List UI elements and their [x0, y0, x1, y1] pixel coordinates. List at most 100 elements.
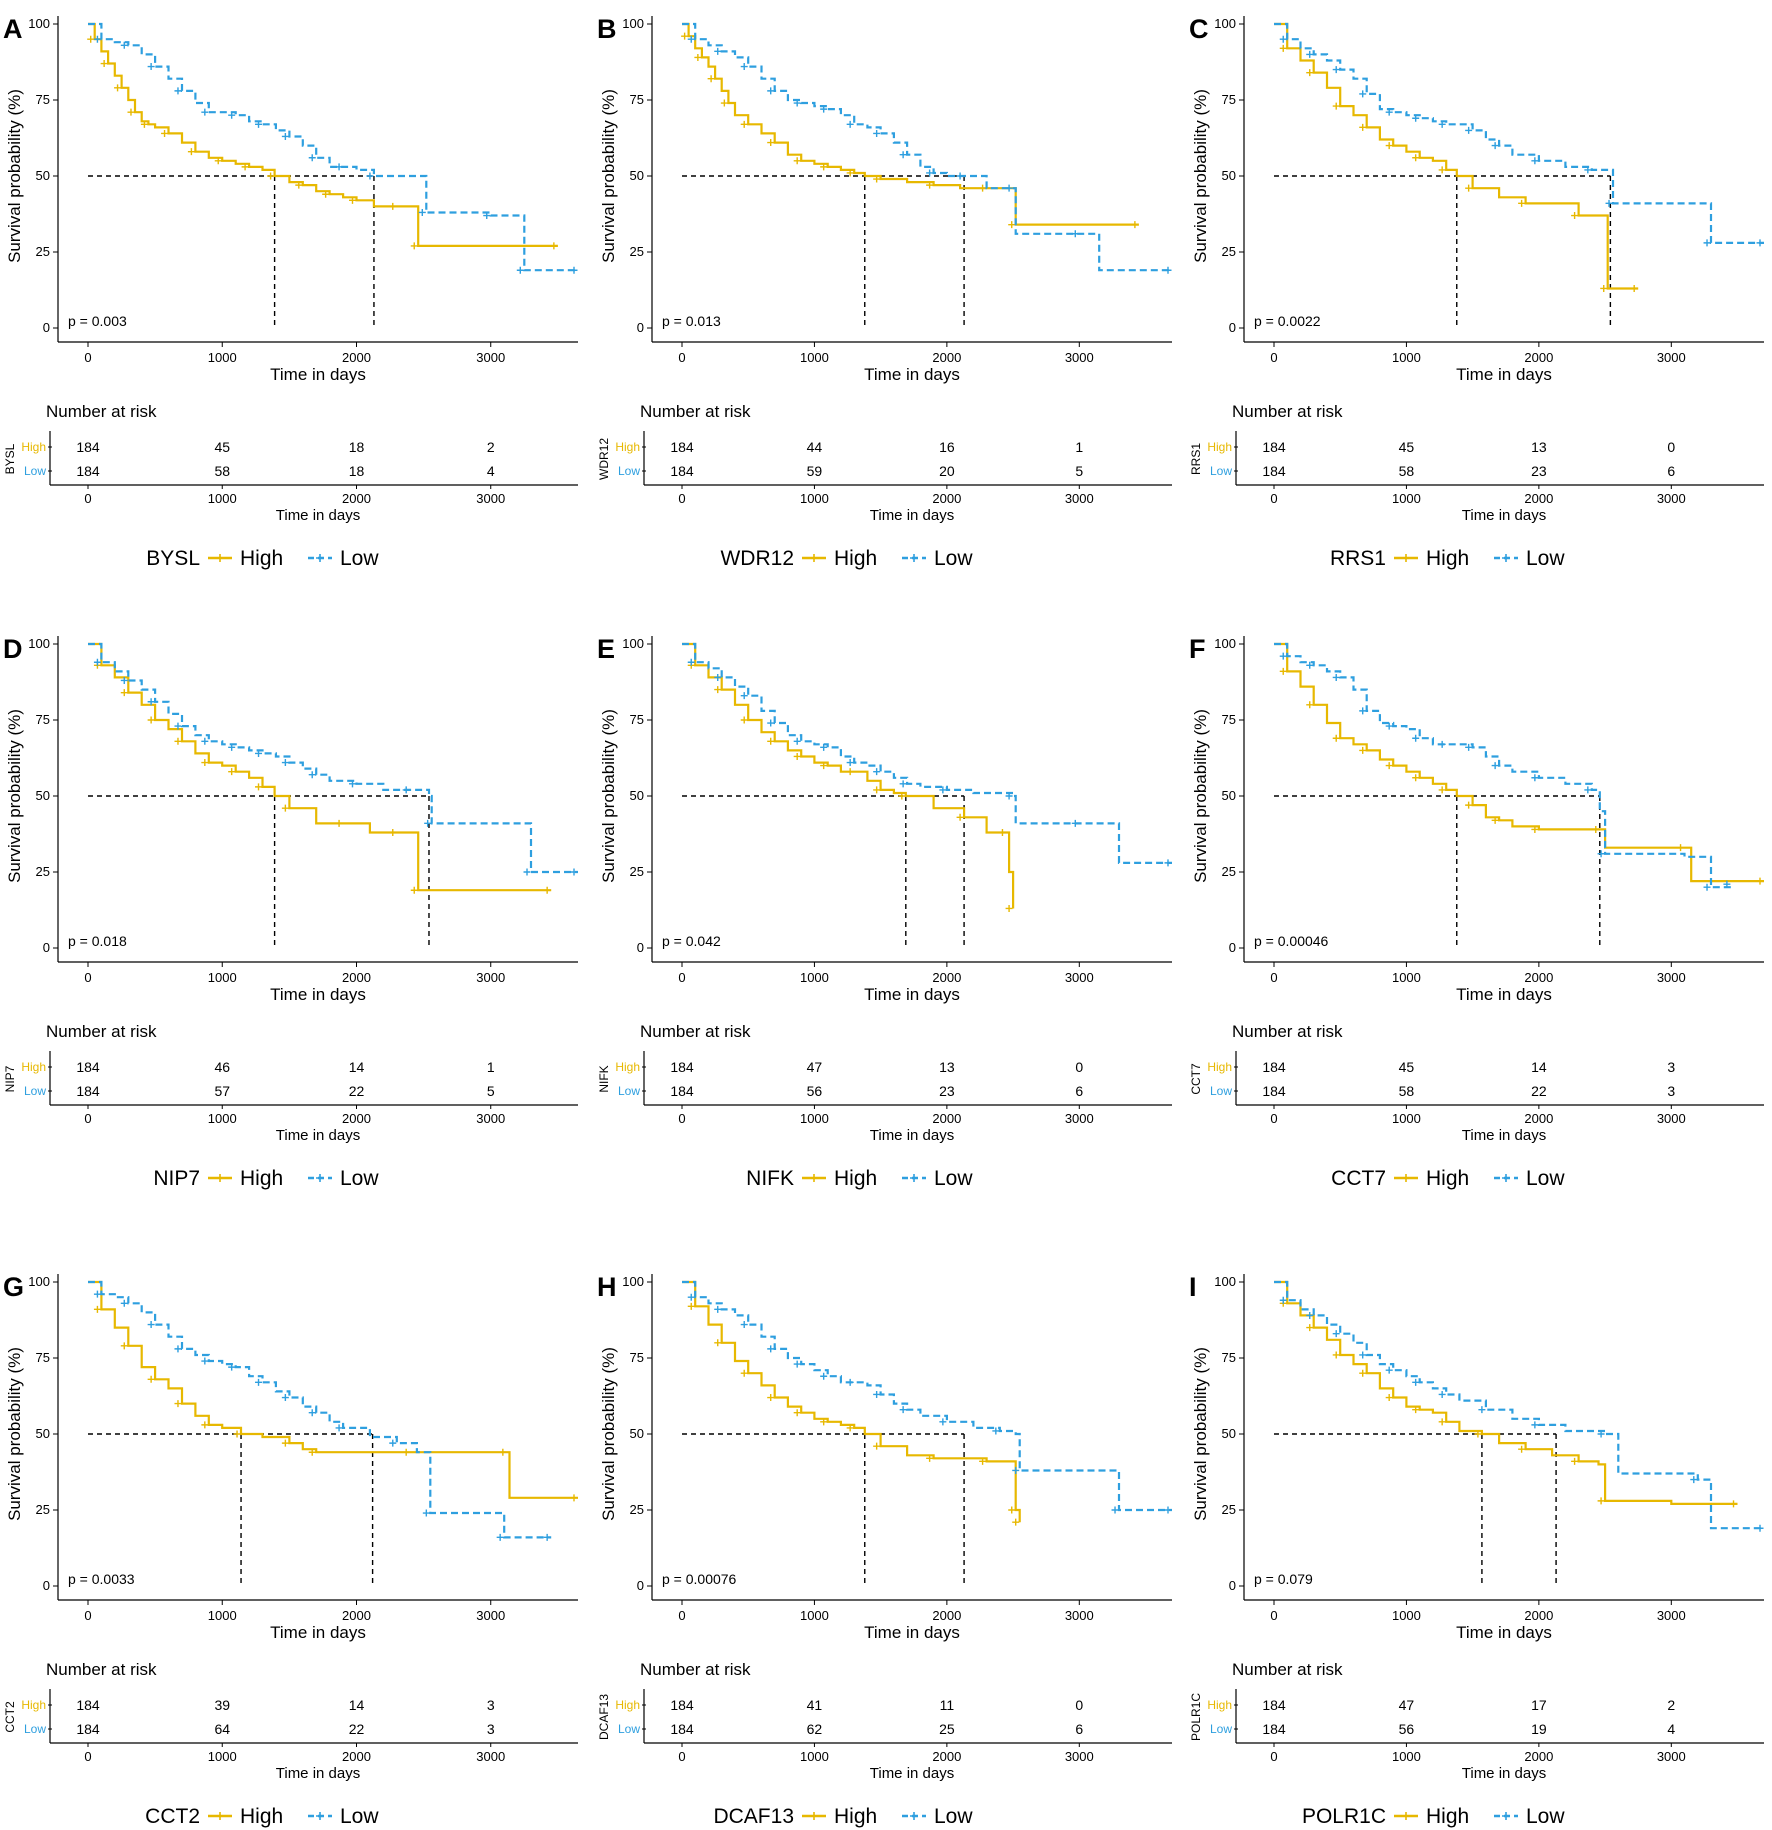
- panel-letter: E: [597, 634, 615, 664]
- km-curve-high: [682, 642, 1015, 909]
- censor-mark: [201, 737, 209, 745]
- risk-x-tick-label: 0: [84, 1749, 91, 1764]
- km-curve-low: [1274, 22, 1764, 244]
- legend-censor-low: [316, 554, 324, 562]
- y-tick-label: 25: [36, 1502, 50, 1517]
- censor-mark: [1012, 1518, 1020, 1526]
- risk-count-high: 184: [670, 1059, 694, 1075]
- risk-count-low: 22: [349, 1083, 365, 1099]
- risk-count-low: 184: [76, 1083, 100, 1099]
- censor-mark: [1438, 740, 1446, 748]
- censor-mark: [1597, 1497, 1605, 1505]
- km-curve-low: [88, 22, 578, 272]
- censor-mark: [1465, 801, 1473, 809]
- risk-x-tick-label: 2000: [1524, 491, 1553, 506]
- legend-label-high: High: [240, 547, 283, 570]
- censor-mark: [1306, 69, 1314, 77]
- risk-count-high: 14: [349, 1697, 365, 1713]
- y-axis-title: Survival probability (%): [5, 709, 24, 883]
- censor-mark: [1584, 786, 1592, 794]
- risk-x-tick-label: 1000: [800, 491, 829, 506]
- censor-mark: [793, 1409, 801, 1417]
- x-tick-label: 3000: [476, 1608, 505, 1623]
- censor-mark: [939, 786, 947, 794]
- risk-count-low: 3: [1667, 1083, 1675, 1099]
- risk-count-high: 14: [1531, 1059, 1547, 1075]
- censor-mark: [1332, 734, 1340, 742]
- censor-mark: [1332, 673, 1340, 681]
- censor-mark: [1571, 212, 1579, 220]
- censor-mark: [998, 828, 1006, 836]
- y-tick-label: 0: [43, 1578, 50, 1593]
- risk-table-title: Number at risk: [46, 1660, 157, 1679]
- censor-mark: [979, 184, 987, 192]
- x-tick-label: 3000: [1657, 1608, 1686, 1623]
- risk-x-tick-label: 3000: [476, 491, 505, 506]
- risk-count-low: 5: [1075, 463, 1083, 479]
- censor-mark: [120, 689, 128, 697]
- censor-mark: [1306, 1311, 1314, 1319]
- risk-x-tick-label: 3000: [1657, 1749, 1686, 1764]
- x-axis-title: Time in days: [270, 365, 366, 384]
- legend-censor-high: [1402, 1812, 1410, 1820]
- x-tick-label: 2000: [932, 350, 961, 365]
- censor-mark: [687, 1302, 695, 1310]
- censor-mark: [1359, 707, 1367, 715]
- censor-mark: [1332, 102, 1340, 110]
- legend-label-low: Low: [340, 1167, 379, 1190]
- censor-mark: [1111, 1506, 1119, 1514]
- censor-mark: [707, 75, 715, 83]
- censor-mark: [1005, 792, 1013, 800]
- censor-mark: [516, 266, 524, 274]
- censor-mark: [1518, 199, 1526, 207]
- risk-x-tick-label: 0: [1270, 1111, 1277, 1126]
- x-tick-label: 0: [1270, 1608, 1277, 1623]
- legend-label-high: High: [1426, 547, 1469, 570]
- risk-x-tick-label: 3000: [1657, 491, 1686, 506]
- y-tick-label: 75: [1222, 92, 1236, 107]
- risk-table-title: Number at risk: [1232, 402, 1343, 421]
- censor-mark: [1359, 746, 1367, 754]
- censor-mark: [281, 804, 289, 812]
- censor-mark: [87, 35, 95, 43]
- risk-count-high: 46: [214, 1059, 230, 1075]
- risk-x-tick-label: 3000: [476, 1749, 505, 1764]
- legend-label-high: High: [834, 1167, 877, 1190]
- censor-mark: [720, 99, 728, 107]
- censor-mark: [694, 53, 702, 61]
- km-curve-high: [682, 22, 1139, 226]
- panel-letter: H: [597, 1272, 617, 1302]
- censor-mark: [93, 1305, 101, 1313]
- censor-mark: [402, 1448, 410, 1456]
- censor-mark: [147, 698, 155, 706]
- risk-count-low: 64: [214, 1721, 230, 1737]
- x-tick-label: 0: [84, 1608, 91, 1623]
- censor-mark: [1306, 661, 1314, 669]
- censor-mark: [255, 783, 263, 791]
- risk-row-label-high: High: [21, 1060, 46, 1074]
- risk-count-high: 11: [940, 1697, 955, 1713]
- censor-mark: [873, 175, 881, 183]
- y-tick-label: 100: [28, 636, 50, 651]
- y-tick-label: 0: [637, 940, 644, 955]
- censor-mark: [1571, 1457, 1579, 1465]
- risk-count-low: 62: [807, 1721, 823, 1737]
- censor-mark: [740, 716, 748, 724]
- risk-count-high: 184: [670, 1697, 694, 1713]
- censor-mark: [793, 157, 801, 165]
- censor-mark: [127, 108, 135, 116]
- risk-count-low: 184: [1262, 463, 1286, 479]
- censor-mark: [1518, 1445, 1526, 1453]
- censor-mark: [255, 1378, 263, 1386]
- censor-mark: [93, 1290, 101, 1298]
- km-curve-high: [88, 22, 558, 247]
- risk-row-label-low: Low: [618, 464, 640, 478]
- censor-mark: [214, 157, 222, 165]
- risk-count-high: 44: [807, 439, 823, 455]
- censor-mark: [523, 868, 531, 876]
- censor-mark: [499, 1448, 507, 1456]
- x-tick-label: 1000: [800, 970, 829, 985]
- risk-x-tick-label: 0: [678, 1111, 685, 1126]
